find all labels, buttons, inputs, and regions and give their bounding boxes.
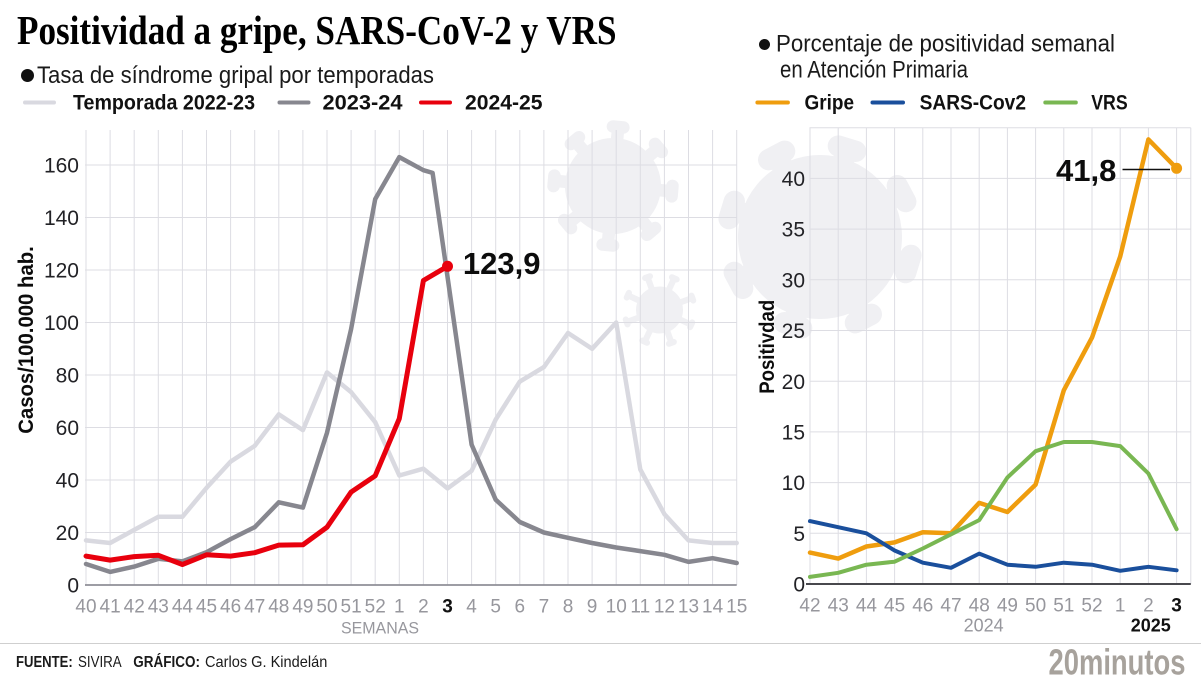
svg-text:SARS-Cov2: SARS-Cov2 (920, 92, 1026, 115)
svg-text:45: 45 (884, 596, 905, 617)
svg-text:12: 12 (654, 597, 675, 618)
svg-text:7: 7 (539, 597, 550, 618)
svg-text:46: 46 (220, 597, 241, 618)
svg-text:en Atención Primaria: en Atención Primaria (780, 57, 969, 84)
svg-text:20: 20 (782, 371, 805, 394)
svg-text:3: 3 (442, 597, 453, 618)
svg-text:25: 25 (782, 320, 805, 343)
svg-text:Gripe: Gripe (805, 92, 855, 115)
svg-text:49: 49 (292, 597, 313, 618)
svg-text:15: 15 (782, 422, 805, 445)
svg-text:2024-25: 2024-25 (465, 92, 543, 115)
svg-text:20: 20 (56, 522, 79, 545)
svg-text:100: 100 (44, 312, 79, 335)
svg-text:VRS: VRS (1091, 92, 1128, 115)
svg-text:Porcentaje de positividad sema: Porcentaje de positividad semanal (776, 31, 1115, 58)
svg-text:80: 80 (56, 365, 79, 388)
svg-text:1: 1 (394, 597, 405, 618)
svg-text:2024: 2024 (964, 616, 1004, 636)
svg-text:42: 42 (124, 597, 145, 618)
svg-text:41: 41 (100, 597, 121, 618)
svg-text:45: 45 (196, 597, 217, 618)
svg-text:1: 1 (1115, 596, 1126, 617)
svg-text:123,9: 123,9 (463, 246, 541, 281)
svg-text:42: 42 (799, 596, 820, 617)
svg-text:52: 52 (365, 597, 386, 618)
svg-text:46: 46 (912, 596, 933, 617)
svg-text:Tasa de síndrome gripal por te: Tasa de síndrome gripal por temporadas (37, 62, 434, 89)
svg-text:8: 8 (563, 597, 574, 618)
svg-text:30: 30 (782, 269, 805, 292)
svg-text:3: 3 (1171, 596, 1182, 617)
svg-text:47: 47 (244, 597, 265, 618)
svg-text:60: 60 (56, 417, 79, 440)
svg-text:2025: 2025 (1131, 616, 1171, 636)
svg-text:6: 6 (515, 597, 526, 618)
svg-text:2023-24: 2023-24 (323, 92, 403, 115)
svg-text:4: 4 (466, 597, 477, 618)
svg-text:2: 2 (1143, 596, 1154, 617)
svg-text:Carlos G. Kindelán: Carlos G. Kindelán (205, 654, 327, 671)
svg-text:44: 44 (856, 596, 878, 617)
svg-text:9: 9 (587, 597, 598, 618)
svg-text:160: 160 (44, 155, 79, 178)
svg-text:40: 40 (782, 168, 805, 191)
svg-text:48: 48 (268, 597, 289, 618)
svg-text:49: 49 (997, 596, 1018, 617)
svg-text:47: 47 (940, 596, 961, 617)
svg-text:20minutos: 20minutos (1049, 642, 1186, 676)
svg-text:5: 5 (793, 523, 805, 546)
svg-text:15: 15 (726, 597, 747, 618)
svg-text:10: 10 (782, 472, 805, 495)
svg-text:0: 0 (67, 575, 79, 598)
svg-text:Casos/100.000 hab.: Casos/100.000 hab. (15, 246, 38, 434)
svg-text:43: 43 (148, 597, 169, 618)
svg-text:51: 51 (1053, 596, 1074, 617)
svg-text:0: 0 (793, 574, 805, 597)
svg-text:13: 13 (678, 597, 699, 618)
svg-text:48: 48 (969, 596, 990, 617)
svg-text:50: 50 (316, 597, 337, 618)
svg-text:SEMANAS: SEMANAS (341, 619, 419, 638)
svg-text:SIVIRA: SIVIRA (78, 654, 122, 671)
svg-text:Positivdad: Positivdad (756, 300, 779, 394)
svg-text:11: 11 (630, 597, 650, 618)
svg-text:Positividad a gripe, SARS-CoV-: Positividad a gripe, SARS-CoV-2 y VRS (17, 7, 617, 53)
svg-text:40: 40 (75, 597, 96, 618)
svg-text:GRÁFICO:: GRÁFICO: (133, 652, 200, 671)
svg-text:44: 44 (172, 597, 194, 618)
svg-text:51: 51 (341, 597, 362, 618)
svg-text:14: 14 (702, 597, 724, 618)
svg-text:2: 2 (418, 597, 429, 618)
svg-text:43: 43 (828, 596, 849, 617)
svg-text:120: 120 (44, 260, 79, 283)
svg-text:41,8: 41,8 (1056, 153, 1116, 188)
svg-text:10: 10 (606, 597, 627, 618)
svg-text:52: 52 (1081, 596, 1102, 617)
svg-text:5: 5 (490, 597, 501, 618)
svg-text:50: 50 (1025, 596, 1046, 617)
svg-text:Temporada 2022-23: Temporada 2022-23 (73, 92, 255, 115)
svg-text:40: 40 (56, 470, 79, 493)
svg-text:35: 35 (782, 219, 805, 242)
svg-text:140: 140 (44, 207, 79, 230)
svg-text:FUENTE:: FUENTE: (16, 654, 73, 671)
